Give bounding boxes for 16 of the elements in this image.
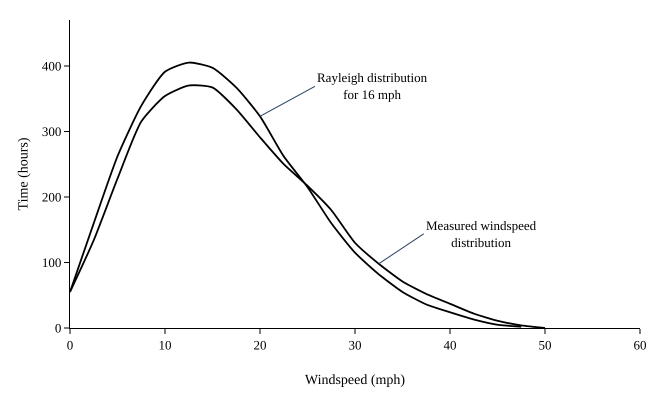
y-tick-label: 300 — [42, 124, 62, 139]
x-tick-label: 10 — [158, 338, 172, 353]
annotation: Rayleigh distribution for 16 mph — [317, 70, 428, 102]
x-tick-label: 0 — [66, 338, 74, 353]
y-tick-label: 100 — [42, 255, 62, 270]
x-tick-label: 60 — [634, 338, 646, 353]
x-axis-title: Windspeed (mph) — [304, 372, 406, 388]
x-tick-label: 30 — [348, 338, 362, 353]
x-tick-label: 40 — [444, 338, 456, 353]
annotation: Measured windspeed distribution — [426, 218, 537, 250]
y-axis-title: Time (hours) — [16, 137, 32, 210]
x-tick-label: 50 — [538, 338, 552, 353]
x-tick-label: 20 — [254, 338, 266, 353]
y-tick-label: 400 — [42, 58, 62, 74]
y-tick-label: 0 — [54, 320, 62, 336]
y-tick-label: 200 — [42, 189, 62, 204]
